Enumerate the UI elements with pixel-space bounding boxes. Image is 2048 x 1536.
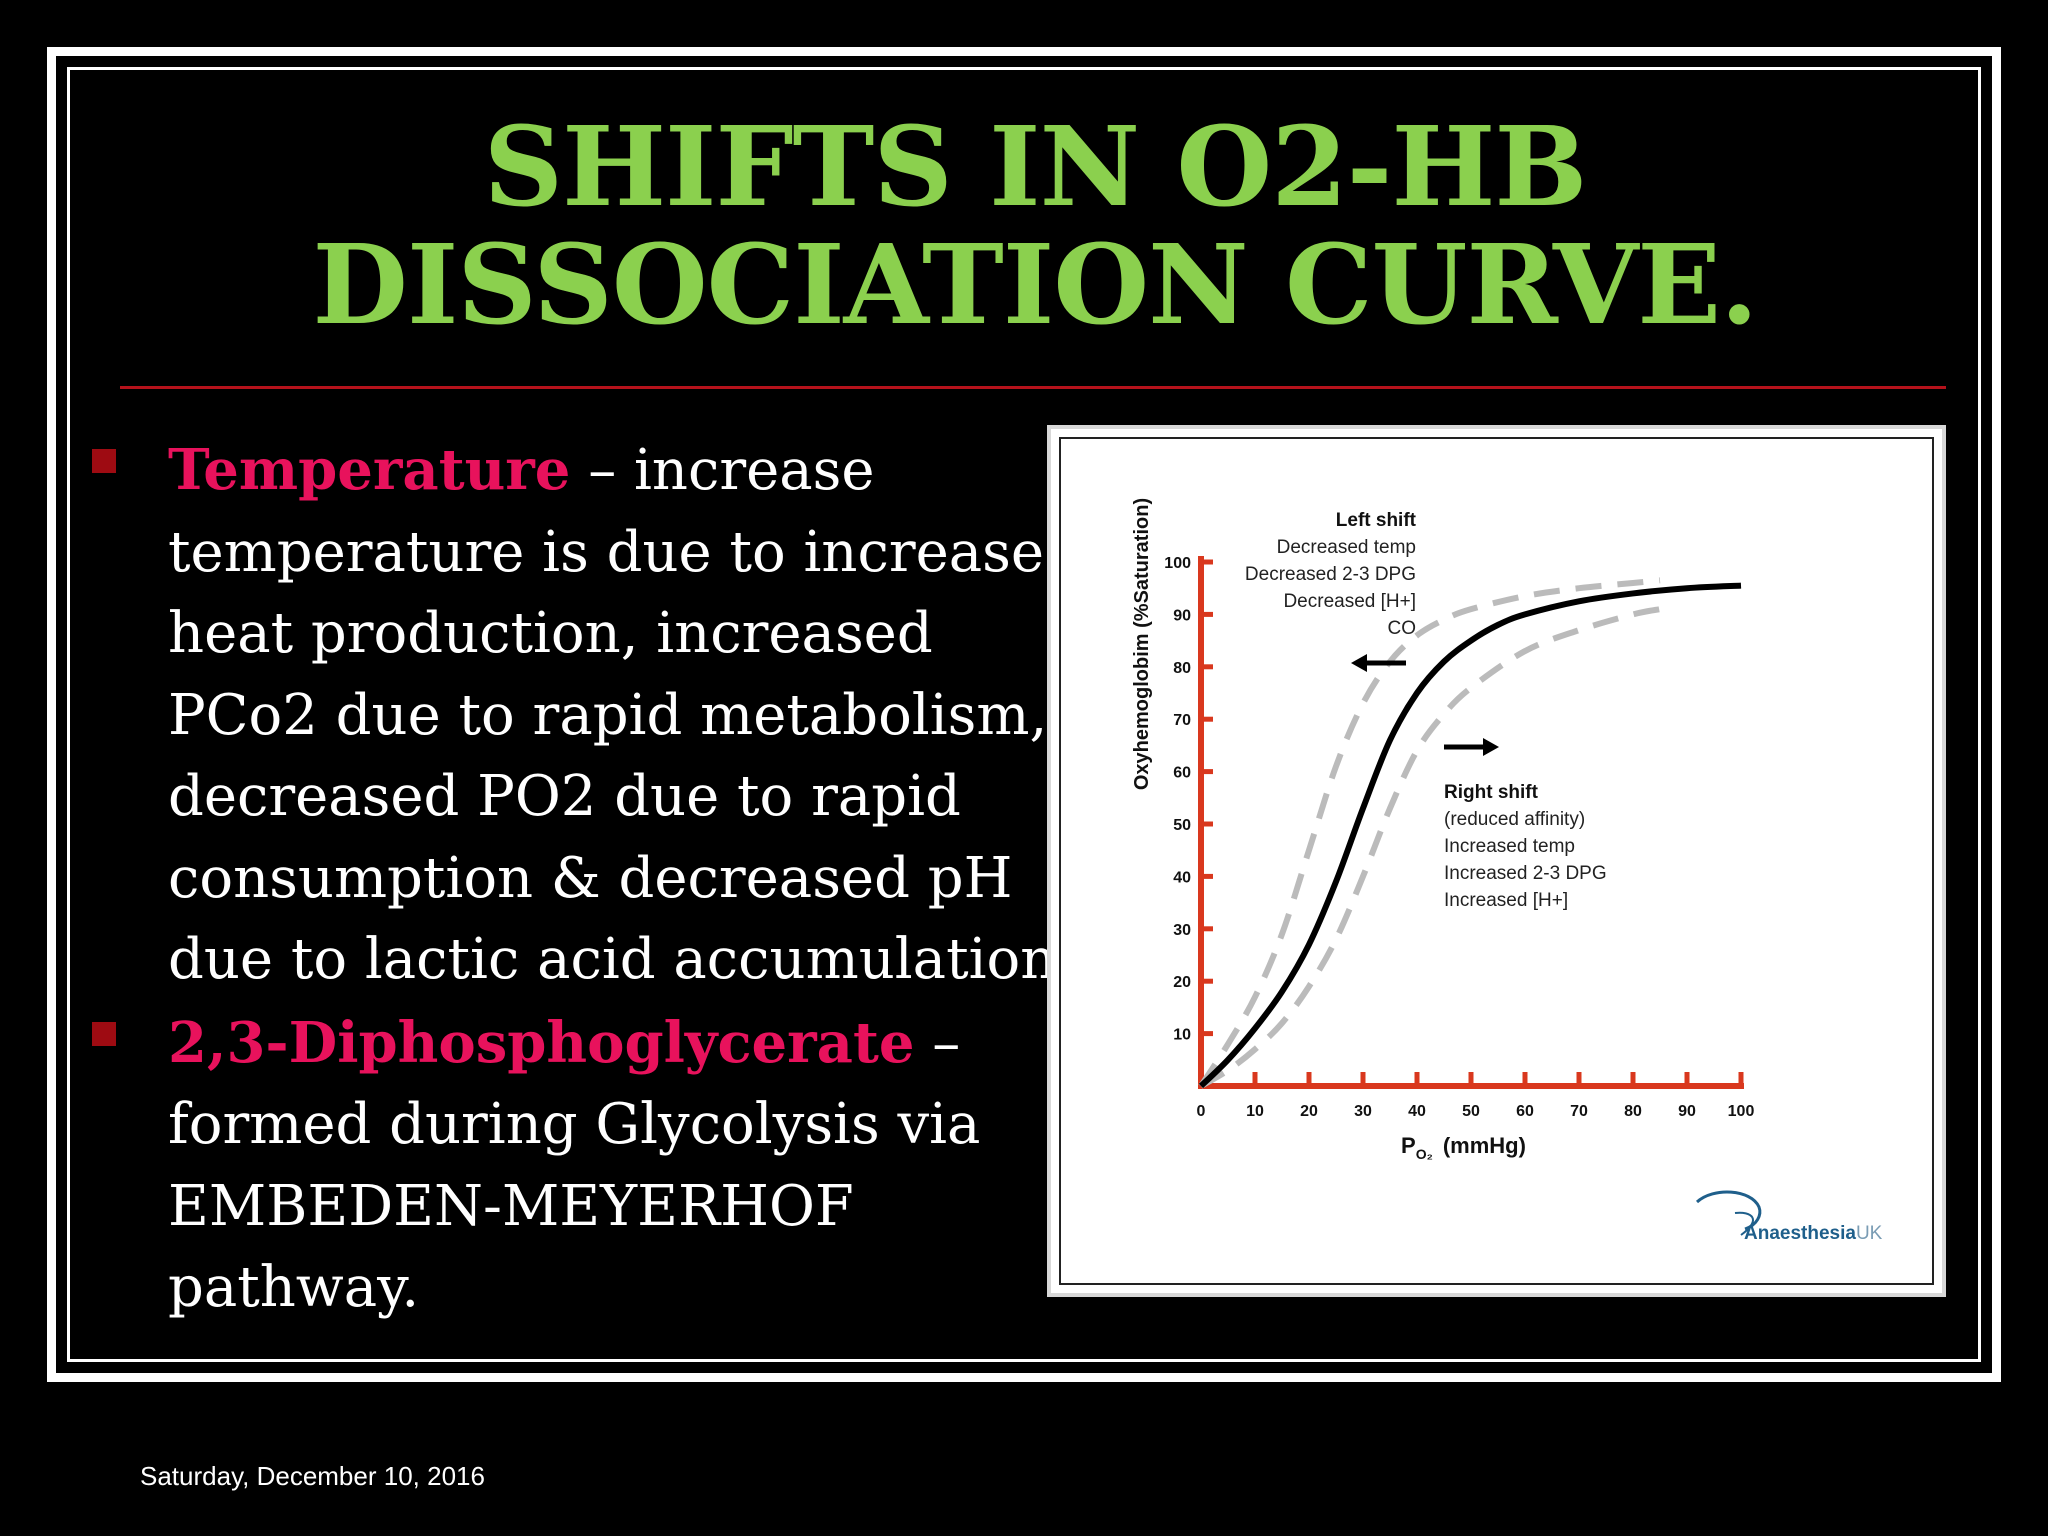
slide-date: Saturday, December 10, 2016 — [140, 1461, 485, 1491]
figure-border — [1059, 437, 1934, 1285]
title-line-2: DISSOCIATION CURVE. — [312, 220, 1759, 349]
normal-curve-line — [1198, 582, 1742, 1089]
bullet-line: PCo2 due to rapid metabolism, — [168, 682, 1048, 748]
dissociation-curve-chart: 10 20 30 40 50 60 70 80 90 100 0 10 20 30 40 50 60 70 80 90… — [1131, 498, 1883, 1244]
slide-outer-frame — [47, 47, 2001, 1382]
x-tick-label: 40 — [1408, 1103, 1426, 1120]
bullet-line: temperature is due to increase — [168, 519, 1045, 585]
chart-curves — [1198, 577, 1742, 1089]
x-tick-label: 0 — [1197, 1103, 1206, 1120]
x-tick-label: 50 — [1462, 1103, 1480, 1120]
y-axis-label: Oxyhemoglobim (%Saturation) — [1131, 498, 1153, 790]
x-axis-label: PO₂ (mmHg) — [1401, 1133, 1526, 1162]
bullet-text: – increase — [570, 438, 875, 503]
y-tick-label: 60 — [1173, 765, 1191, 782]
anaesthesia-uk-logo: AnaesthesiaUK — [1695, 1190, 1883, 1244]
bullet-temperature: Temperature – increase temperature is du… — [90, 430, 1057, 1001]
y-tick-label: 70 — [1173, 712, 1191, 729]
bullet-line: Temperature – increase — [168, 430, 1050, 512]
shifted-curve-line — [1198, 577, 1661, 1088]
svg-text:AnaesthesiaUK: AnaesthesiaUK — [1744, 1223, 1883, 1244]
left-shift-item: CO — [1388, 618, 1417, 639]
right-shift-item: Increased 2-3 DPG — [1444, 863, 1607, 884]
bullet-line: 2,3-Diphosphoglycerate – — [168, 1003, 1050, 1085]
right-shift-item: Increased temp — [1444, 836, 1575, 857]
bullet-line: pathway. — [168, 1255, 420, 1320]
shifted-curve-line — [1199, 606, 1661, 1089]
chart-labels: Oxyhemoglobim (%Saturation) PO₂ (mmHg) Le… — [1131, 498, 1883, 1244]
y-tick-label: 100 — [1164, 555, 1191, 572]
left-shift-title: Left shift — [1336, 510, 1417, 531]
y-tick-label: 40 — [1173, 869, 1191, 886]
slide-title: SHIFTS IN O2-HB DISSOCIATION CURVE. — [120, 108, 1950, 344]
x-axis-label-unit: (mmHg) — [1443, 1133, 1526, 1158]
x-tick-label: 70 — [1570, 1103, 1588, 1120]
bullet-line: due to lactic acid accumulation — [168, 927, 1057, 992]
logo-text-suffix: UK — [1856, 1223, 1883, 1244]
y-tick-label: 20 — [1173, 974, 1191, 991]
x-tick-label: 90 — [1678, 1103, 1696, 1120]
title-line-1: SHIFTS IN O2-HB — [483, 102, 1588, 231]
bullet-square-icon — [92, 449, 116, 473]
y-tick-label: 50 — [1173, 817, 1191, 834]
chart-axes: 10 20 30 40 50 60 70 80 90 100 0 10 20 30 40 50 60 70 80 90… — [1164, 555, 1754, 1120]
y-tick-label: 30 — [1173, 922, 1191, 939]
bullet-text: – — [914, 1010, 961, 1076]
right-shift-item: Increased [H+] — [1444, 890, 1568, 911]
y-tick-label: 90 — [1173, 607, 1191, 624]
right-arrow-icon — [1444, 738, 1499, 756]
bullet-line: EMBEDEN-MEYERHOF — [168, 1173, 854, 1239]
bullet-square-icon — [92, 1021, 116, 1046]
left-shift-item: Decreased 2-3 DPG — [1245, 564, 1416, 585]
x-tick-label: 20 — [1300, 1103, 1318, 1120]
bullet-line: decreased PO2 due to rapid — [168, 764, 961, 829]
bullet-line: consumption & decreased pH — [168, 845, 1013, 911]
logo-swoosh-icon — [1695, 1190, 1762, 1231]
left-arrow-icon — [1351, 654, 1406, 672]
oxygen-dissociation-figure: 10 20 30 40 50 60 70 80 90 100 0 10 20 30 40 50 60 70 80 90… — [1047, 425, 1946, 1297]
title-divider — [120, 386, 1946, 389]
y-tick-label: 10 — [1173, 1027, 1191, 1044]
bullet-line: formed during Glycolysis via — [168, 1092, 981, 1157]
bullet-list: Temperature – increase temperature is du… — [90, 430, 1057, 1329]
x-tick-label: 80 — [1624, 1103, 1642, 1120]
slide-inner-frame — [67, 67, 1981, 1362]
x-axis-label-sub: O₂ — [1416, 1146, 1433, 1162]
bullet-keyword: 2,3-Diphosphoglycerate — [168, 1009, 915, 1076]
x-tick-label: 100 — [1728, 1103, 1755, 1120]
left-shift-item: Decreased temp — [1277, 537, 1416, 558]
logo-text: Anaesthesia — [1744, 1223, 1856, 1244]
y-tick-label: 80 — [1173, 660, 1191, 677]
x-axis-label-p: P — [1401, 1133, 1416, 1158]
bullet-dpg: 2,3-Diphosphoglycerate – formed during G… — [90, 1003, 1050, 1329]
x-tick-label: 30 — [1354, 1103, 1372, 1120]
right-shift-item: (reduced affinity) — [1444, 809, 1585, 830]
right-shift-title: Right shift — [1444, 782, 1539, 803]
x-tick-label: 60 — [1516, 1103, 1534, 1120]
bullet-line: heat production, increased — [168, 601, 933, 666]
x-tick-label: 10 — [1246, 1103, 1264, 1120]
bullet-keyword: Temperature — [168, 437, 571, 503]
left-shift-item: Decreased [H+] — [1283, 591, 1416, 612]
